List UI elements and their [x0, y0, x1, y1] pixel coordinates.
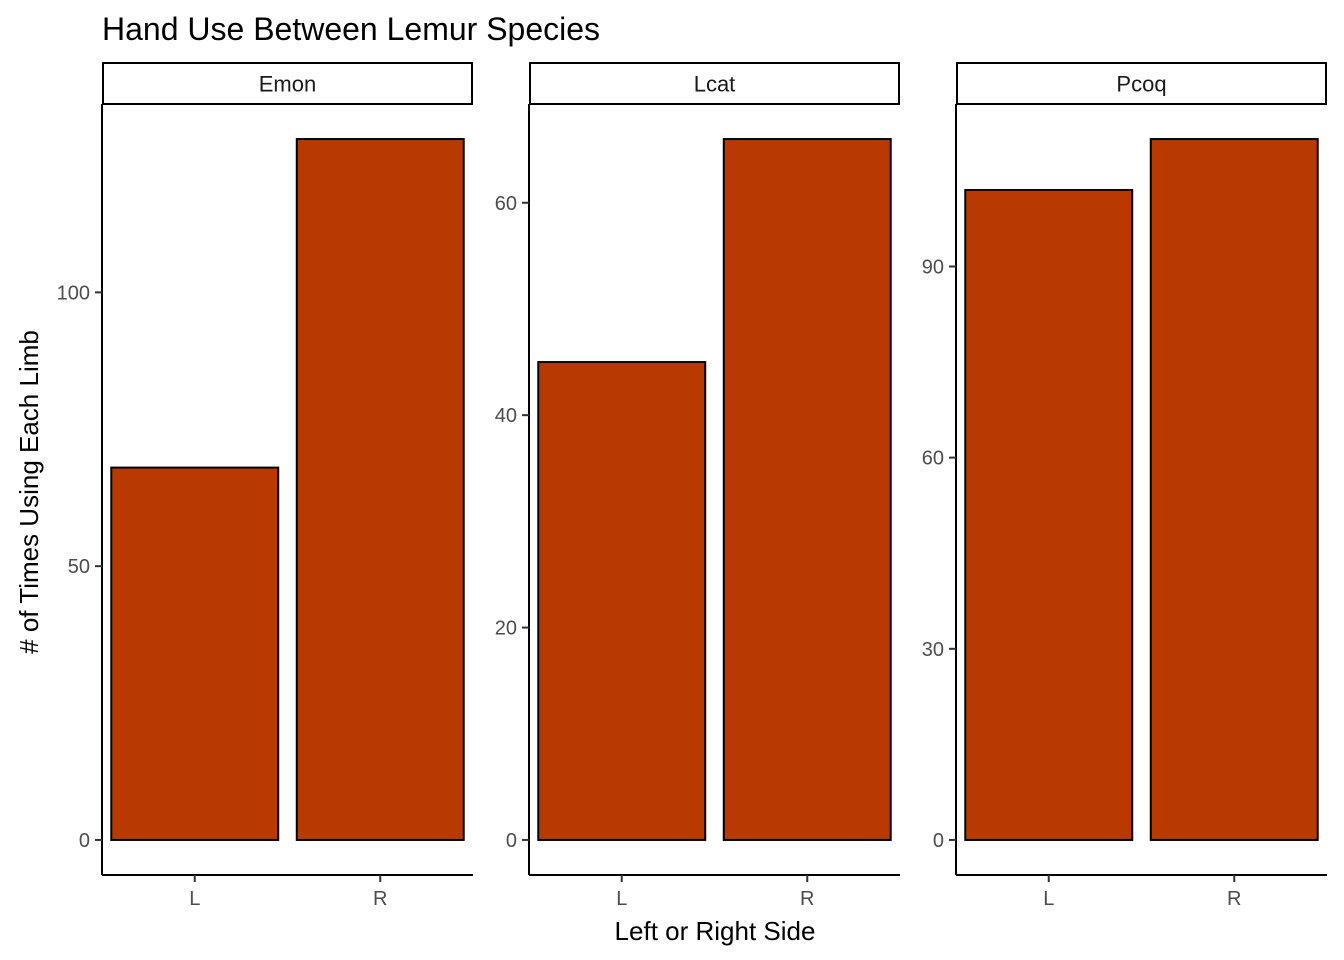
x-tick-label: R — [800, 888, 814, 910]
bar-l — [964, 189, 1134, 841]
facet-strip-label: Emon — [259, 72, 316, 97]
y-tick-label: 30 — [922, 639, 944, 661]
facet-panel-lcat: Lcat 0 20 40 60 L R — [495, 62, 900, 910]
facet-panels: Emon 0 50 100 L R Lcat 0 20 40 60 L R Pcoq 0 30 60 90 L R — [57, 62, 1327, 910]
bar-l — [537, 361, 707, 841]
y-tick-label: 40 — [495, 405, 517, 427]
y-tick-label: 60 — [495, 193, 517, 215]
bar-r — [722, 138, 892, 841]
y-tick-label: 60 — [922, 448, 944, 470]
facet-strip — [956, 62, 1327, 105]
x-tick-label: L — [1043, 888, 1054, 910]
y-tick-label: 0 — [506, 830, 517, 852]
facet-strip — [529, 62, 900, 105]
x-tick-label: R — [373, 888, 387, 910]
y-tick-label: 90 — [922, 256, 944, 278]
bar-r — [295, 138, 465, 841]
facet-panel-emon: Emon 0 50 100 L R — [57, 62, 473, 910]
chart-title: Hand Use Between Lemur Species — [102, 11, 600, 47]
y-tick-label: 20 — [495, 618, 517, 640]
y-tick-label: 100 — [57, 282, 90, 304]
x-axis-title: Left or Right Side — [615, 916, 816, 946]
x-tick-label: R — [1227, 888, 1241, 910]
facet-strip — [102, 62, 473, 105]
facet-strip-label: Pcoq — [1116, 72, 1166, 97]
x-tick-label: L — [189, 888, 200, 910]
bar-l — [110, 466, 280, 841]
facet-panel-pcoq: Pcoq 0 30 60 90 L R — [922, 62, 1327, 910]
y-axis-title: # of Times Using Each Limb — [14, 330, 44, 654]
y-tick-label: 0 — [79, 830, 90, 852]
y-tick-label: 0 — [933, 830, 944, 852]
y-tick-label: 50 — [68, 556, 90, 578]
bar-r — [1149, 138, 1319, 841]
x-tick-label: L — [616, 888, 627, 910]
facet-strip-label: Lcat — [694, 72, 736, 97]
